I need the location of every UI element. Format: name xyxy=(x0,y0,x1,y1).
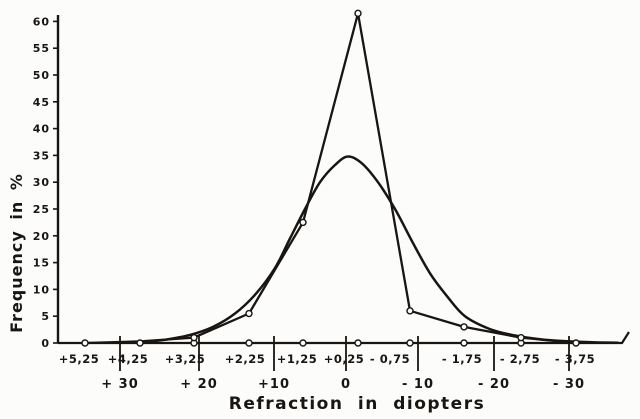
x-scale2-label: 0 xyxy=(341,377,351,392)
y-tick-label: 5 xyxy=(41,310,50,323)
polygon-point-marker xyxy=(460,323,468,331)
x-class-label: - 3,75 xyxy=(555,352,595,366)
x-class-label: +5,25 xyxy=(59,352,100,366)
polygon-point-marker xyxy=(190,333,198,342)
x-class-label: - 2,75 xyxy=(500,352,540,366)
x-scale2-label: + 30 xyxy=(101,377,139,392)
y-tick-label: 40 xyxy=(33,123,50,136)
polygon-point-marker xyxy=(245,309,253,318)
x-class-label: +1,25 xyxy=(277,352,318,366)
y-tick-label: 60 xyxy=(33,15,50,28)
x-scale2-label: + 20 xyxy=(180,377,218,392)
y-tick-label: 10 xyxy=(33,283,50,296)
y-tick-label: 55 xyxy=(33,42,50,55)
y-tick-label: 30 xyxy=(33,176,50,189)
polygon-point-marker xyxy=(299,218,307,227)
y-tick-label: 20 xyxy=(33,230,50,243)
x-scale2-label: - 10 xyxy=(402,377,434,392)
class-midpoint-marker xyxy=(354,339,362,347)
normal-curve xyxy=(138,155,620,344)
y-axis-title: Frequency in % xyxy=(7,173,26,333)
y-tick-label: 50 xyxy=(33,69,50,82)
frequency-polygon xyxy=(84,12,577,345)
y-tick-label: 25 xyxy=(33,203,50,216)
x-class-label: +4,25 xyxy=(108,352,149,366)
y-tick-label: 35 xyxy=(33,149,50,162)
class-midpoint-marker xyxy=(299,339,307,347)
x-class-label: +0,25 xyxy=(324,352,365,366)
x-class-label: - 0,75 xyxy=(370,352,410,366)
class-midpoint-marker xyxy=(136,339,144,347)
y-tick-label: 15 xyxy=(33,257,50,270)
class-midpoint-marker xyxy=(245,339,253,347)
class-midpoint-marker xyxy=(572,339,580,347)
class-midpoint-marker xyxy=(460,339,468,347)
x-axis-title: Refraction in diopters xyxy=(229,394,485,414)
y-tick-label: 0 xyxy=(41,337,50,350)
polygon-point-marker xyxy=(354,9,362,18)
y-tick-label: 45 xyxy=(33,96,50,109)
x-class-label: +2,25 xyxy=(225,352,266,366)
x-scale2-label: - 30 xyxy=(553,377,585,392)
polygon-point-marker xyxy=(517,333,525,342)
polygon-point-marker xyxy=(406,307,414,315)
class-midpoint-marker xyxy=(406,339,414,347)
class-midpoint-marker xyxy=(81,339,89,347)
x-scale2-label: +10 xyxy=(258,377,290,392)
x-scale2-label: - 20 xyxy=(478,377,510,392)
x-class-label: - 1,75 xyxy=(442,352,482,366)
chart-plot-area: 0 5 10 15 20 25 30 35 40 45 50 55 60 + 30 + 20 +10 0 - 10… xyxy=(33,9,630,392)
x-class-label: +3,25 xyxy=(165,352,206,366)
